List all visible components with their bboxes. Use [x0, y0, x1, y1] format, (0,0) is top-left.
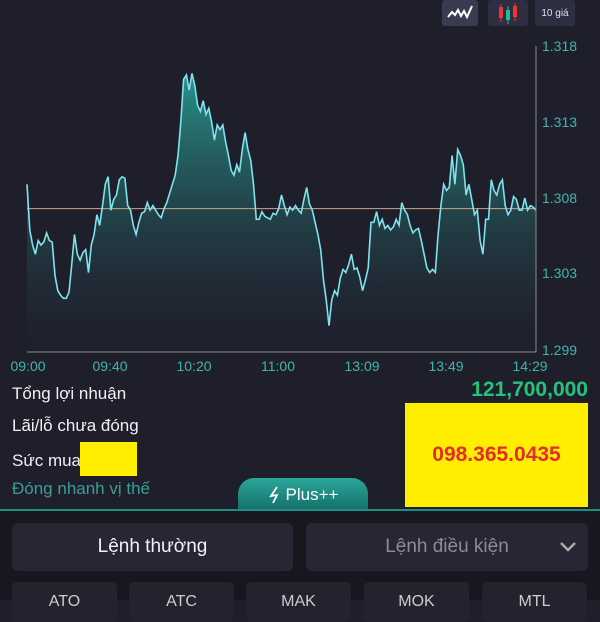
order-type-mok[interactable]: MOK — [364, 582, 469, 622]
total-profit-label: Tổng lợi nhuận — [12, 384, 127, 403]
candlestick-icon — [499, 3, 517, 24]
order-type-mtl[interactable]: MTL — [482, 582, 587, 622]
normal-order-label: Lệnh thường — [97, 536, 208, 557]
lightning-icon — [268, 486, 279, 503]
line-chart-icon — [447, 5, 473, 20]
depth-10-button[interactable]: 10 giá — [535, 0, 575, 26]
y-tick-label: 1.308 — [542, 190, 578, 206]
x-tick-label: 13:09 — [344, 358, 380, 374]
unrealized-pnl-label: Lãi/lỗ chưa đóng — [12, 416, 139, 435]
quick-close-position-link[interactable]: Đóng nhanh vị thế — [12, 479, 150, 498]
buying-power-label: Sức mua — [12, 451, 82, 470]
x-tick-label: 11:00 — [261, 358, 295, 374]
y-tick-label: 1.303 — [542, 265, 578, 281]
conditional-order-dropdown[interactable]: Lệnh điều kiện — [306, 523, 588, 571]
phone-overlay: 098.365.0435 — [405, 403, 588, 507]
total-profit-value: 121,700,000 — [471, 378, 588, 401]
x-tick-label: 13:49 — [428, 358, 464, 374]
price-line — [26, 72, 537, 326]
chevron-down-icon — [560, 542, 576, 552]
depth-label: 10 giá — [541, 7, 569, 19]
y-tick-label: 1.313 — [542, 114, 578, 130]
plus-tab[interactable]: Plus++ — [238, 478, 368, 511]
conditional-order-label: Lệnh điều kiện — [385, 536, 509, 557]
line-chart-button[interactable] — [442, 0, 478, 26]
price-area — [27, 73, 536, 353]
x-tick-label: 10:20 — [176, 358, 212, 374]
x-tick-label: 09:40 — [92, 358, 128, 374]
y-tick-label: 1.318 — [542, 38, 578, 54]
price-chart — [26, 46, 537, 353]
x-tick-label: 09:00 — [10, 358, 46, 374]
order-type-ato[interactable]: ATO — [12, 582, 117, 622]
x-tick-label: 14:29 — [512, 358, 548, 374]
plus-tab-label: Plus++ — [285, 484, 339, 504]
candlestick-button[interactable] — [488, 0, 528, 26]
redaction-box — [80, 442, 137, 476]
normal-order-tab[interactable]: Lệnh thường — [12, 523, 293, 571]
order-type-mak[interactable]: MAK — [246, 582, 351, 622]
y-tick-label: 1.299 — [542, 342, 578, 358]
section-divider — [0, 509, 600, 511]
order-type-atc[interactable]: ATC — [129, 582, 234, 622]
